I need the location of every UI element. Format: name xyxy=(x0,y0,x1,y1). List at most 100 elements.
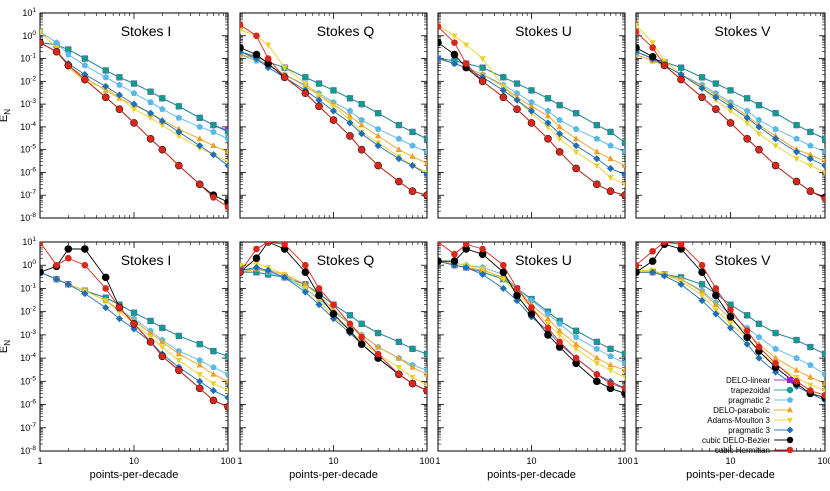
data-point-pragmatic-3 xyxy=(499,284,507,293)
data-point-trapezoidal xyxy=(147,88,154,96)
data-point-delo-parabolic xyxy=(224,377,228,384)
data-point-delo-parabolic xyxy=(375,343,382,350)
x-axis-label: points-per-decade xyxy=(686,469,775,481)
data-point-pragmatic-2 xyxy=(793,135,800,142)
data-point-pragmatic-2 xyxy=(65,51,72,58)
panel-title: Stokes Q xyxy=(317,23,375,39)
data-point-pragmatic-2 xyxy=(528,98,535,106)
data-point-pragmatic-2 xyxy=(807,361,814,368)
data-point-trapezoidal xyxy=(147,317,154,325)
data-point-pragmatic-3 xyxy=(438,54,442,63)
data-point-pragmatic-3 xyxy=(513,297,521,305)
y-tick-label: 10-8 xyxy=(20,445,36,456)
data-point-cubic-hermitian xyxy=(451,39,458,46)
y-tick-label: 10-2 xyxy=(20,75,36,86)
x-tick-label: 100 xyxy=(419,456,434,466)
data-point-pragmatic-3 xyxy=(158,117,166,125)
data-point-pragmatic-3 xyxy=(606,164,615,172)
data-point-cubic-hermitian xyxy=(102,285,110,292)
data-point-pragmatic-3 xyxy=(772,368,780,376)
data-point-adams-moulton-3 xyxy=(210,381,217,388)
data-point-delo-parabolic xyxy=(772,354,779,361)
data-point-pragmatic-3 xyxy=(743,340,751,348)
data-point-cubic-hermitian xyxy=(462,242,470,248)
data-point-trapezoidal xyxy=(755,320,763,328)
data-point-cubic-hermitian xyxy=(544,135,552,143)
data-point-trapezoidal xyxy=(116,74,123,81)
data-point-pragmatic-3 xyxy=(621,171,625,179)
data-point-pragmatic-2 xyxy=(556,116,563,123)
data-point-cubic-delo-bezier xyxy=(712,291,720,300)
data-point-cubic-hermitian xyxy=(175,162,183,169)
y-tick-label: 10-6 xyxy=(20,166,36,177)
data-point-adams-moulton-3 xyxy=(479,56,486,63)
legend-entry-label: trapezoidal xyxy=(731,386,770,395)
legend-entry-label: Adams-Moulton 3 xyxy=(707,416,770,425)
data-point-pragmatic-2 xyxy=(755,116,763,123)
data-point-pragmatic-3 xyxy=(52,275,61,283)
data-point-trapezoidal xyxy=(346,94,354,102)
data-point-cubic-delo-bezier xyxy=(450,50,459,59)
data-point-delo-parabolic xyxy=(793,366,800,373)
data-point-adams-moulton-3 xyxy=(240,262,244,269)
data-point-delo-parabolic xyxy=(607,361,614,368)
data-point-cubic-hermitian xyxy=(253,32,260,40)
data-point-pragmatic-2 xyxy=(513,89,521,96)
data-point-pragmatic-3 xyxy=(556,130,564,138)
data-point-adams-moulton-3 xyxy=(607,367,614,374)
data-point-delo-parabolic xyxy=(528,102,535,109)
data-point-cubic-hermitian xyxy=(358,146,365,153)
data-point-pragmatic-2 xyxy=(593,135,601,142)
panel-top-stokes-v: Stokes V xyxy=(635,12,826,219)
data-point-cubic-hermitian xyxy=(572,354,580,362)
data-point-cubic-hermitian xyxy=(807,187,814,195)
data-point-pragmatic-3 xyxy=(450,60,459,68)
data-point-cubic-delo-bezier xyxy=(40,268,44,277)
data-point-adams-moulton-3 xyxy=(727,108,734,115)
data-point-trapezoidal xyxy=(358,320,365,328)
y-tick-label: 10-7 xyxy=(20,189,36,200)
data-point-cubic-hermitian xyxy=(607,380,614,387)
data-point-cubic-delo-bezier xyxy=(252,254,261,263)
data-point-cubic-hermitian xyxy=(116,304,123,311)
data-point-cubic-hermitian xyxy=(821,392,825,399)
data-point-trapezoidal xyxy=(607,128,614,136)
data-point-pragmatic-3 xyxy=(755,354,763,362)
data-point-delo-parabolic xyxy=(346,112,354,119)
data-point-delo-parabolic xyxy=(573,340,580,347)
data-point-trapezoidal xyxy=(102,67,110,74)
data-point-delo-parabolic xyxy=(210,142,217,148)
data-point-trapezoidal xyxy=(423,350,427,358)
y-tick-label: 10-1 xyxy=(20,53,36,64)
series-line-pragmatic-3 xyxy=(438,260,625,389)
data-point-trapezoidal xyxy=(395,338,403,346)
data-point-cubic-hermitian xyxy=(196,181,204,188)
data-point-cubic-delo-bezier xyxy=(648,52,657,61)
data-point-delo-parabolic xyxy=(147,329,154,336)
panel-title: Stokes V xyxy=(714,252,771,268)
data-point-delo-parabolic xyxy=(556,123,563,130)
data-point-cubic-hermitian xyxy=(462,60,470,67)
data-point-delo-parabolic xyxy=(821,380,825,386)
data-point-pragmatic-3 xyxy=(572,142,580,150)
data-point-delo-parabolic xyxy=(807,151,814,158)
data-point-cubic-hermitian xyxy=(793,178,800,185)
data-point-adams-moulton-3 xyxy=(315,92,323,99)
data-point-cubic-hermitian xyxy=(40,39,44,46)
data-point-cubic-hermitian xyxy=(544,324,552,332)
data-point-cubic-hermitian xyxy=(302,89,309,97)
data-point-adams-moulton-3 xyxy=(593,360,600,367)
data-point-cubic-hermitian xyxy=(346,132,354,140)
data-point-trapezoidal xyxy=(807,128,814,136)
y-tick-label: 10-2 xyxy=(20,306,36,317)
data-point-trapezoidal xyxy=(772,109,779,117)
data-point-pragmatic-3 xyxy=(462,263,470,272)
data-point-trapezoidal xyxy=(621,350,625,358)
data-point-cubic-hermitian xyxy=(743,327,751,335)
data-point-delo-parabolic xyxy=(821,158,825,164)
y-tick-label: 10-5 xyxy=(20,144,36,155)
data-point-adams-moulton-3 xyxy=(175,358,182,364)
data-point-delo-parabolic xyxy=(210,370,217,377)
data-point-pragmatic-2 xyxy=(556,320,563,327)
x-tick-label: 10 xyxy=(129,456,139,466)
